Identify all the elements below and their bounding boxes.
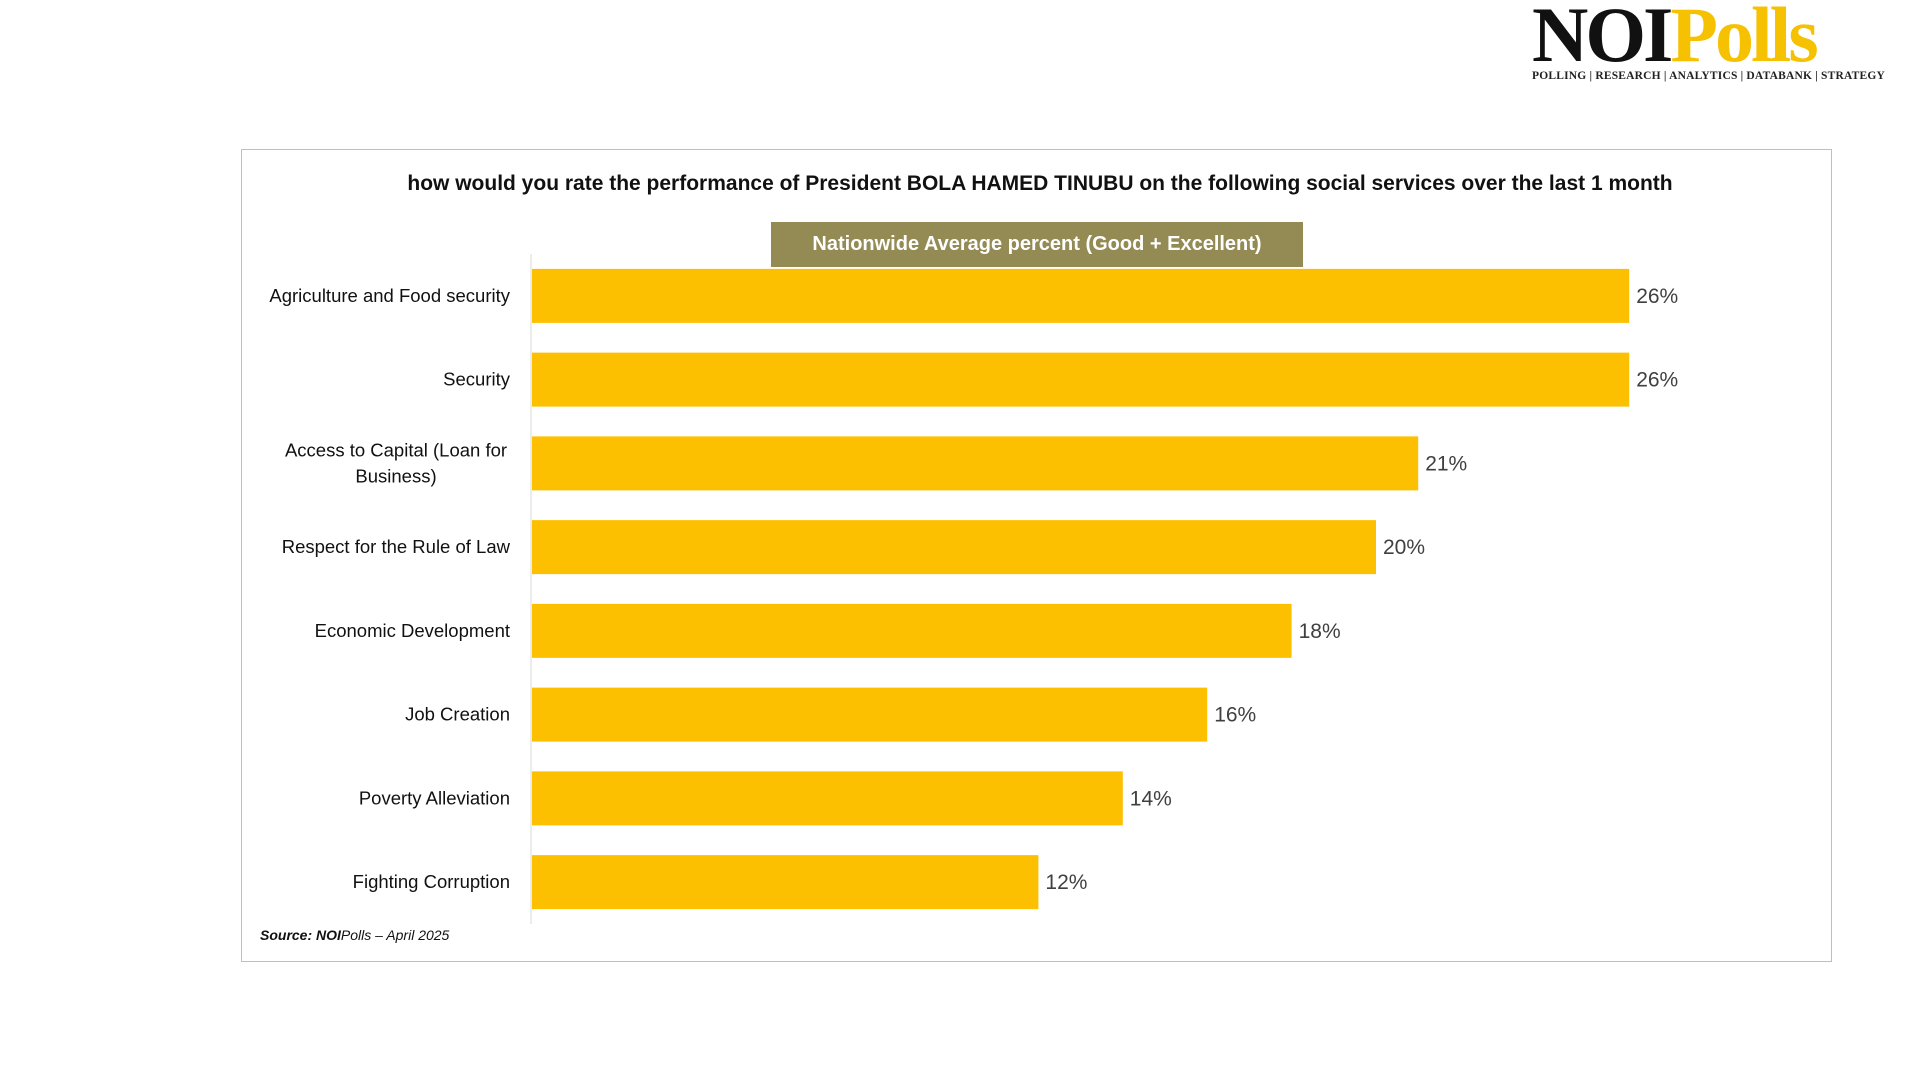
- logo-polls: Polls: [1670, 0, 1818, 78]
- data-label: 14%: [1130, 787, 1172, 810]
- series-label: Nationwide Average percent (Good + Excel…: [771, 222, 1303, 267]
- data-label: 12%: [1045, 871, 1087, 894]
- source-rest: Polls – April 2025: [340, 927, 450, 943]
- logo-noi: NOI: [1532, 0, 1673, 78]
- category-tick-label: Fighting Corruption: [353, 871, 510, 892]
- data-label: 26%: [1636, 285, 1678, 308]
- bar: [532, 771, 1123, 826]
- category-tick-label: Poverty Alleviation: [359, 787, 510, 808]
- bar: [532, 603, 1292, 658]
- source-note: Source: NOIPolls – April 2025: [260, 927, 449, 943]
- bar: [532, 268, 1630, 323]
- chart-frame: [241, 149, 1832, 962]
- bar: [532, 352, 1630, 407]
- data-label: 16%: [1214, 704, 1256, 727]
- logo-tagline: POLLING | RESEARCH | ANALYTICS | DATABAN…: [1532, 70, 1886, 82]
- category-tick-label: Economic Development: [315, 620, 510, 641]
- data-label: 20%: [1383, 536, 1425, 559]
- data-label: 21%: [1425, 452, 1467, 475]
- chart-title: how would you rate the performance of Pr…: [407, 172, 1673, 195]
- logo-wordmark: NOIPolls: [1532, 0, 1819, 74]
- data-label: 26%: [1636, 369, 1678, 392]
- data-label: 18%: [1299, 620, 1341, 643]
- bar: [532, 855, 1039, 910]
- bar: [532, 520, 1376, 575]
- category-tick-label: Access to Capital (Loan for Business): [285, 439, 507, 486]
- bar: [532, 687, 1208, 742]
- category-tick-label: Job Creation: [405, 704, 510, 725]
- category-tick-label: Agriculture and Food security: [269, 285, 510, 306]
- source-prefix: Source: NOI: [260, 927, 341, 943]
- category-tick-label: Security: [443, 369, 511, 390]
- noipolls-logo: NOIPolls POLLING | RESEARCH | ANALYTICS …: [1532, 0, 1916, 82]
- category-tick-label: Respect for the Rule of Law: [282, 536, 511, 557]
- bar: [532, 436, 1419, 491]
